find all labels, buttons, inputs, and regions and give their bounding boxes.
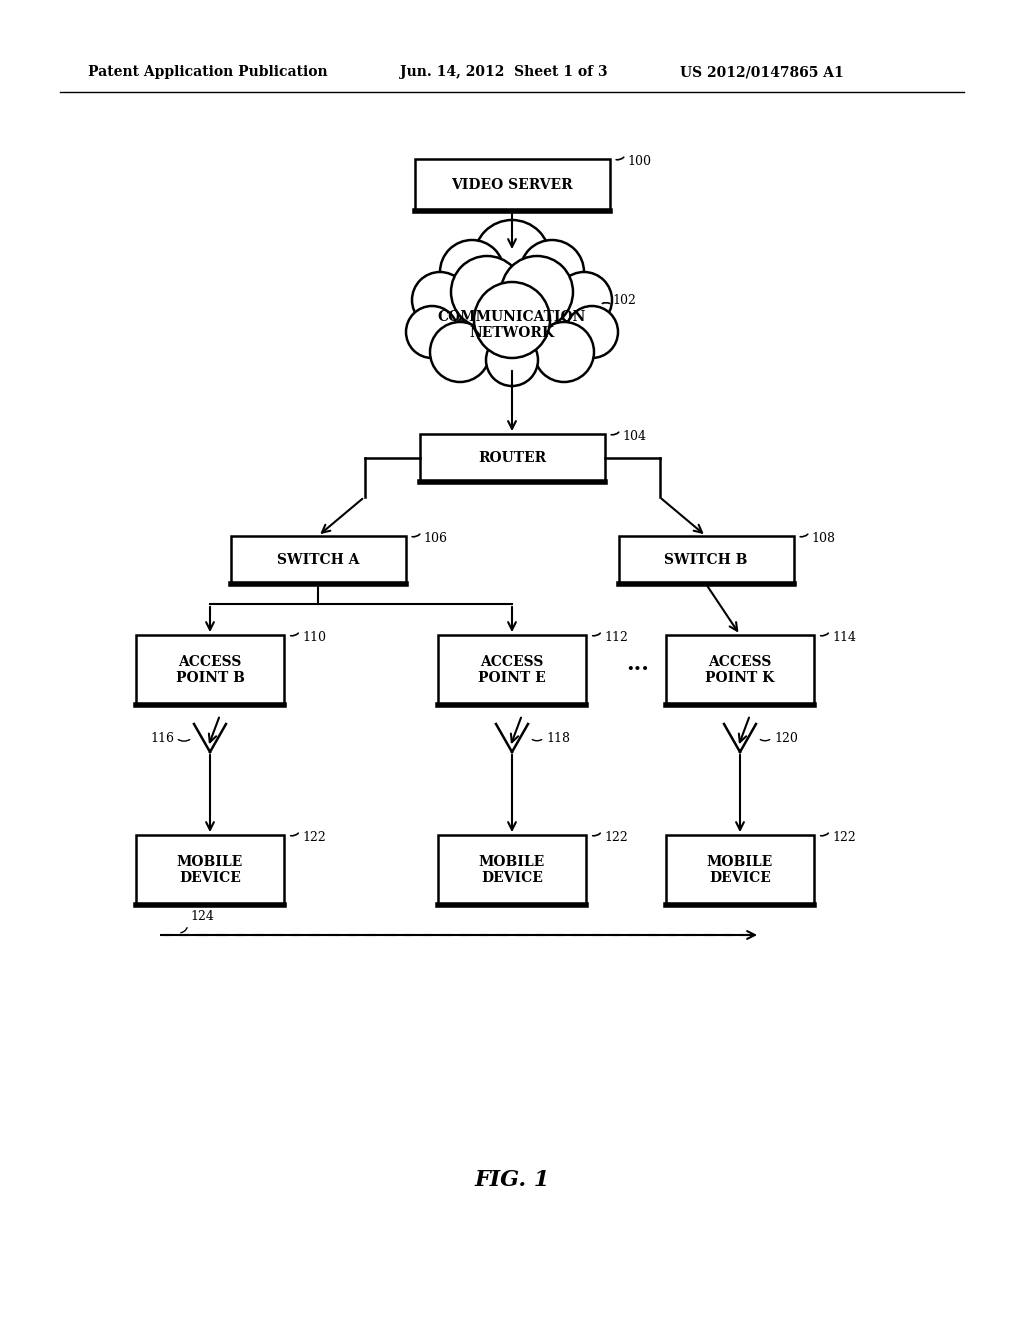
Text: 102: 102 <box>612 293 636 306</box>
Text: ACCESS
POINT B: ACCESS POINT B <box>175 655 245 685</box>
Circle shape <box>520 240 584 304</box>
Text: 100: 100 <box>628 154 651 168</box>
Bar <box>136 635 284 705</box>
Text: US 2012/0147865 A1: US 2012/0147865 A1 <box>680 65 844 79</box>
Text: ROUTER: ROUTER <box>478 451 546 465</box>
Circle shape <box>440 240 504 304</box>
Text: 110: 110 <box>302 631 326 644</box>
Bar <box>230 536 406 583</box>
Bar <box>438 635 586 705</box>
Text: ACCESS
POINT K: ACCESS POINT K <box>706 655 775 685</box>
Text: SWITCH A: SWITCH A <box>276 553 359 568</box>
Text: MOBILE
DEVICE: MOBILE DEVICE <box>479 855 545 886</box>
Bar <box>666 635 814 705</box>
Circle shape <box>534 322 594 381</box>
Bar <box>438 836 586 906</box>
Circle shape <box>474 282 550 358</box>
Text: 118: 118 <box>546 731 570 744</box>
Bar <box>420 434 604 482</box>
Bar <box>415 158 609 211</box>
Text: SWITCH B: SWITCH B <box>665 553 748 568</box>
Text: ACCESS
POINT E: ACCESS POINT E <box>478 655 546 685</box>
Text: 104: 104 <box>623 430 646 444</box>
Circle shape <box>430 322 490 381</box>
Text: 112: 112 <box>604 631 628 644</box>
Bar <box>666 836 814 906</box>
Circle shape <box>412 272 468 327</box>
Text: 122: 122 <box>604 832 628 843</box>
Text: FIG. 1: FIG. 1 <box>474 1170 550 1191</box>
Circle shape <box>566 306 618 358</box>
Text: 106: 106 <box>424 532 447 545</box>
Text: MOBILE
DEVICE: MOBILE DEVICE <box>707 855 773 886</box>
Circle shape <box>556 272 612 327</box>
Text: 122: 122 <box>302 832 326 843</box>
Text: ···: ··· <box>627 659 649 681</box>
Text: 108: 108 <box>811 532 836 545</box>
Text: COMMUNICATION
NETWORK: COMMUNICATION NETWORK <box>438 310 586 341</box>
Circle shape <box>451 256 523 327</box>
Text: 116: 116 <box>150 731 174 744</box>
Text: 120: 120 <box>774 731 798 744</box>
Text: Patent Application Publication: Patent Application Publication <box>88 65 328 79</box>
Text: 114: 114 <box>831 631 856 644</box>
Circle shape <box>474 220 550 296</box>
Circle shape <box>406 306 458 358</box>
Circle shape <box>486 334 538 385</box>
Bar <box>136 836 284 906</box>
Text: 124: 124 <box>190 909 214 923</box>
Circle shape <box>501 256 573 327</box>
Text: VIDEO SERVER: VIDEO SERVER <box>452 178 572 191</box>
Text: 122: 122 <box>831 832 856 843</box>
Bar <box>618 536 794 583</box>
Text: Jun. 14, 2012  Sheet 1 of 3: Jun. 14, 2012 Sheet 1 of 3 <box>400 65 607 79</box>
Text: MOBILE
DEVICE: MOBILE DEVICE <box>177 855 243 886</box>
